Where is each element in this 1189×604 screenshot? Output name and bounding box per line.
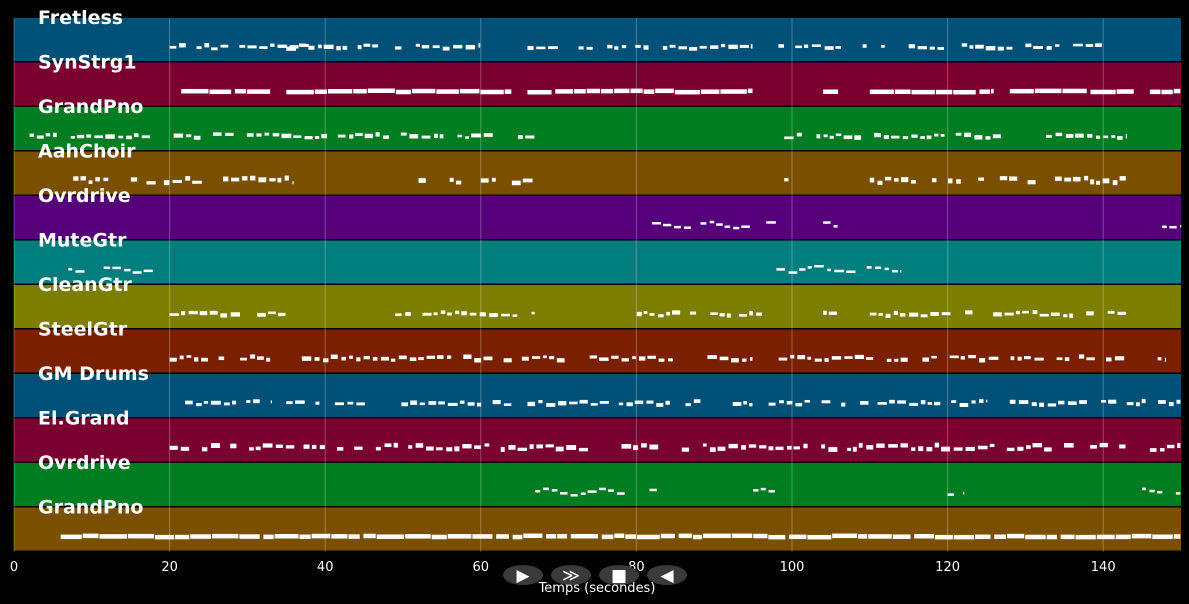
note-cluster-3-6 <box>869 176 916 186</box>
note-cluster-5-1 <box>776 264 902 274</box>
note-cluster-11-0 <box>60 533 1181 540</box>
track-band-9 <box>14 418 1181 462</box>
note-cluster-1-6 <box>1149 88 1181 95</box>
note-cluster-4-0 <box>651 220 776 230</box>
track-band-1 <box>14 62 1181 106</box>
note-cluster-6-1 <box>395 310 535 318</box>
note-cluster-10-3 <box>1142 487 1181 495</box>
note-cluster-7-1 <box>301 354 753 363</box>
note-cluster-9-0 <box>169 442 1126 453</box>
rewind-button[interactable]: ◀ <box>647 565 687 586</box>
notes-group <box>29 43 1182 540</box>
note-cluster-1-0 <box>181 88 271 95</box>
play-icon: ▶ <box>516 566 530 586</box>
note-cluster-10-2 <box>947 491 965 496</box>
note-cluster-8-2 <box>527 399 753 407</box>
track-band-10 <box>14 463 1181 506</box>
note-cluster-10-0 <box>535 487 657 497</box>
note-cluster-1-4 <box>869 88 994 95</box>
track-band-7 <box>14 329 1181 373</box>
note-cluster-10-1 <box>753 487 775 493</box>
track-band-3 <box>14 151 1181 195</box>
x-axis-label: Temps (secondes) <box>538 581 656 596</box>
stop-icon: ■ <box>611 566 627 586</box>
track-labels: Fretless SynStrg1 GrandPno AahChoir Ovrdrive… <box>38 7 149 519</box>
note-cluster-7-3 <box>1157 357 1167 362</box>
note-cluster-8-0 <box>185 399 272 407</box>
stop-button[interactable]: ■ <box>599 565 639 586</box>
x-tick-label-1: 20 <box>161 560 178 575</box>
x-axis: 0 20 40 60 80 100 120 140 <box>10 560 1116 575</box>
forward-button[interactable]: ≫ <box>551 565 591 586</box>
track-label-2: GrandPno <box>38 96 143 118</box>
note-cluster-0-4 <box>908 43 1102 51</box>
track-label-6: CleanGtr <box>38 274 132 296</box>
track-band-5 <box>14 240 1181 284</box>
track-label-9: El.Grand <box>38 408 130 430</box>
note-cluster-3-1 <box>418 178 426 183</box>
note-cluster-2-1 <box>784 132 1128 140</box>
note-cluster-6-3 <box>823 310 837 315</box>
note-cluster-0-2 <box>527 43 753 51</box>
note-cluster-1-3 <box>823 89 839 94</box>
forward-icon: ≫ <box>562 566 580 586</box>
note-cluster-0-3 <box>778 44 885 50</box>
track-label-3: AahChoir <box>38 141 136 163</box>
track-band-2 <box>14 107 1181 150</box>
note-cluster-3-5 <box>784 178 789 182</box>
note-cluster-7-0 <box>169 354 271 362</box>
grid-lines <box>13 18 1104 552</box>
track-label-5: MuteGtr <box>38 230 127 252</box>
play-button[interactable]: ▶ <box>503 565 543 586</box>
x-tick-label-3: 60 <box>473 560 490 575</box>
note-cluster-1-2 <box>527 88 753 95</box>
note-cluster-9-1 <box>1149 442 1181 452</box>
note-cluster-8-4 <box>1009 398 1181 407</box>
note-cluster-3-2 <box>449 177 462 185</box>
track-label-8: GM Drums <box>38 363 149 385</box>
track-label-7: SteelGtr <box>38 319 128 341</box>
note-cluster-3-0 <box>73 175 294 186</box>
note-cluster-1-1 <box>286 88 512 95</box>
x-tick-label-7: 140 <box>1091 560 1116 575</box>
note-cluster-2-0 <box>29 132 535 140</box>
track-label-0: Fretless <box>38 7 123 29</box>
note-cluster-5-0 <box>68 266 153 274</box>
note-cluster-3-7 <box>932 175 1126 186</box>
note-cluster-3-3 <box>480 177 496 183</box>
track-band-4 <box>14 196 1181 239</box>
note-cluster-6-4 <box>869 310 1126 319</box>
note-cluster-3-4 <box>511 178 533 186</box>
track-band-11 <box>14 507 1181 551</box>
track-label-10: Ovrdrive <box>38 452 131 474</box>
x-tick-label-0: 0 <box>10 560 18 575</box>
track-band-0 <box>14 18 1181 61</box>
x-tick-label-2: 40 <box>317 560 334 575</box>
track-band-8 <box>14 374 1181 417</box>
x-tick-label-6: 120 <box>935 560 960 575</box>
track-band-6 <box>14 285 1181 328</box>
playback-controls: ▶ ≫ ■ ◀ <box>503 565 687 586</box>
note-cluster-6-2 <box>636 310 763 318</box>
note-cluster-8-3 <box>768 399 988 407</box>
x-tick-label-5: 100 <box>780 560 805 575</box>
note-cluster-4-2 <box>1161 225 1182 229</box>
tracks-group <box>14 18 1181 551</box>
track-label-1: SynStrg1 <box>38 52 137 74</box>
note-cluster-6-0 <box>169 310 286 318</box>
rewind-icon: ◀ <box>660 566 674 586</box>
note-cluster-8-1 <box>286 399 512 407</box>
note-cluster-0-1 <box>286 43 481 51</box>
track-label-4: Ovrdrive <box>38 185 131 207</box>
note-cluster-1-5 <box>1009 88 1134 95</box>
track-label-11: GrandPno <box>38 497 143 519</box>
note-cluster-4-1 <box>823 221 838 228</box>
note-cluster-7-2 <box>778 354 1125 363</box>
